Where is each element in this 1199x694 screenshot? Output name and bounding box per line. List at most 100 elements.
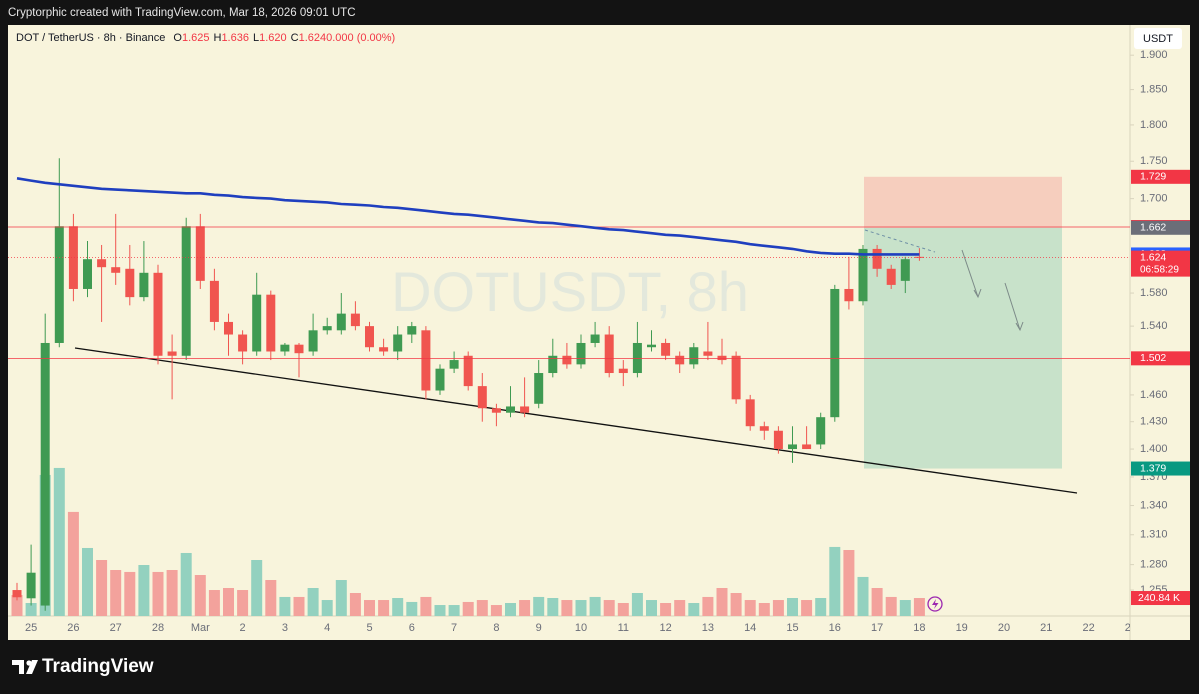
x-tick-label: 22 [1082, 622, 1094, 634]
candle-body [435, 368, 445, 391]
volume-bar [194, 575, 206, 616]
volume-bar [702, 596, 714, 616]
volume-bar [730, 593, 742, 616]
price-tag-label: 1.729 [1140, 171, 1166, 183]
candle-body [703, 351, 713, 356]
candle-body [548, 355, 558, 374]
volume-bar [913, 598, 925, 616]
x-tick-label: 13 [702, 622, 714, 634]
candle-body [477, 386, 487, 409]
volume-bar [434, 605, 446, 616]
watermark: DOTUSDT, 8h [391, 260, 749, 323]
volume-bar [279, 596, 291, 616]
projection-line [864, 229, 936, 253]
y-tick-label: 1.280 [1140, 559, 1168, 571]
price-axis: 1.2551.2801.3101.3401.3701.4001.4301.460… [1130, 49, 1190, 606]
volume-bar [631, 593, 643, 616]
x-tick-label: 12 [659, 622, 671, 634]
volume-bar [899, 600, 911, 616]
volume-bar [688, 603, 700, 616]
candle-body [604, 334, 614, 374]
candle-body [759, 426, 769, 431]
x-tick-label: 2 [240, 622, 246, 634]
candle-body [111, 267, 121, 273]
candle-body [886, 268, 896, 285]
volume-bar [716, 588, 728, 616]
volume-bar [843, 549, 855, 616]
volume-bar [208, 590, 220, 616]
candle-body [816, 417, 826, 445]
volume-bar [180, 552, 192, 616]
volume-bar [406, 601, 418, 616]
x-tick-label: 23 [1125, 622, 1137, 634]
candle-body [618, 368, 628, 374]
candle-body [365, 326, 374, 348]
symbol: DOT / TetherUS · 8h · Binance [16, 32, 165, 44]
volume-bar [857, 576, 869, 616]
volume-bar [505, 603, 516, 616]
x-tick-label: 17 [871, 622, 883, 634]
candle-body [294, 344, 304, 354]
volume-bar [321, 600, 333, 616]
volume-bar [462, 601, 474, 616]
volume-tag-label: 240.84 K [1138, 592, 1180, 604]
target-zone [864, 227, 1062, 469]
time-axis: 25 26 27 28 Mar 2 3 4 5 6 7 8 9 10 11 12 13 14 15 16 17 18 19 2… [25, 622, 1137, 634]
plot [8, 158, 1130, 616]
arrow [1004, 282, 1024, 332]
candle-body [689, 347, 699, 365]
volume-bar [589, 596, 601, 616]
candle-body [125, 268, 135, 298]
candle-body [195, 226, 205, 281]
candle-body [54, 226, 64, 343]
countdown: 06:58:29 [1140, 264, 1179, 275]
price-tag-label: 1.379 [1140, 462, 1166, 474]
currency-button[interactable] [1134, 28, 1182, 49]
candle-body [68, 226, 78, 289]
footer [0, 640, 1199, 694]
volume-bar [801, 600, 813, 616]
x-tick-label: 5 [366, 622, 372, 634]
volume-bar [772, 600, 784, 616]
volume-bar [674, 600, 686, 616]
candle-body [252, 294, 262, 352]
y-tick-label: 1.850 [1140, 83, 1168, 95]
right-edge [1190, 25, 1199, 640]
volume-bar [25, 603, 37, 616]
position-tool [864, 176, 1062, 469]
y-tick-label: 1.340 [1140, 499, 1168, 511]
legend-key: C [291, 32, 299, 44]
price-tag [1131, 250, 1190, 277]
volume-bar [871, 588, 883, 616]
legend-value: 1.636 [221, 32, 249, 44]
candle-body [209, 280, 219, 322]
volume-bar [364, 600, 375, 616]
legend-key: L [253, 32, 259, 44]
candle-body [308, 330, 318, 352]
alert-icon[interactable] [927, 596, 943, 612]
x-tick-label: 21 [1040, 622, 1052, 634]
volume-bar [11, 595, 23, 616]
volume-bar [392, 598, 404, 616]
x-tick-label: 16 [829, 622, 841, 634]
legend-value: 0.000 (0.00%) [326, 32, 395, 44]
candles [12, 158, 924, 611]
y-tick-label: 1.800 [1140, 119, 1168, 131]
candle-body [83, 259, 92, 289]
volume-bar [519, 600, 531, 616]
price-tag [1131, 220, 1190, 235]
x-tick-label: Mar [191, 622, 210, 634]
chart-background [8, 25, 1190, 640]
legend-key: O [173, 32, 182, 44]
volume-bar [547, 598, 559, 616]
candle-body [534, 373, 544, 404]
volume-bar [476, 600, 488, 616]
y-tick-label: 1.700 [1140, 193, 1168, 205]
price-tag [1131, 461, 1190, 476]
candle-body [449, 360, 459, 369]
candle-body [181, 226, 191, 356]
candle-body [914, 256, 924, 258]
alert-bolt [932, 599, 939, 609]
y-tick-label: 1.750 [1140, 155, 1168, 167]
